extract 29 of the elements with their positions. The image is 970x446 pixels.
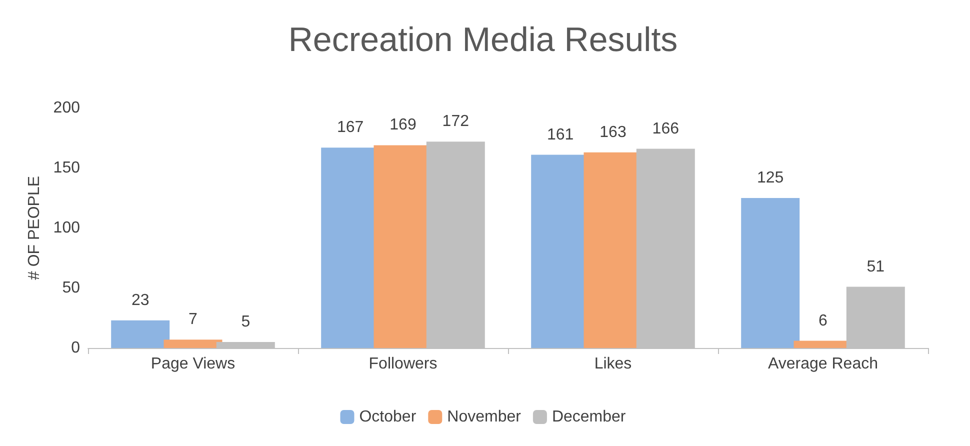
data-label: 166 bbox=[652, 120, 680, 138]
data-label: 51 bbox=[866, 258, 885, 276]
x-tick-label: Followers bbox=[368, 356, 438, 372]
legend-label: December bbox=[552, 408, 626, 426]
data-label: 161 bbox=[547, 126, 574, 144]
bar bbox=[164, 340, 222, 348]
data-label: 163 bbox=[600, 124, 626, 141]
x-tick-label: Average Reach bbox=[768, 356, 878, 372]
data-label: 5 bbox=[241, 314, 250, 330]
chart-title: Recreation Media Results bbox=[288, 21, 678, 59]
x-tick-label: Page Views bbox=[150, 356, 236, 372]
legend-label: November bbox=[447, 408, 522, 426]
y-tick-label: 200 bbox=[53, 100, 80, 116]
y-axis-title: # OF PEOPLE bbox=[26, 176, 43, 280]
y-tick-label: 150 bbox=[53, 160, 80, 176]
data-label: 167 bbox=[337, 119, 364, 136]
bar bbox=[111, 320, 170, 348]
data-label: 6 bbox=[818, 312, 828, 330]
y-tick-label: 100 bbox=[53, 220, 80, 236]
data-label: 125 bbox=[757, 170, 784, 186]
data-label: 23 bbox=[131, 292, 150, 309]
data-label: 169 bbox=[390, 116, 416, 134]
y-tick-label: 50 bbox=[62, 280, 80, 296]
y-tick-label: 0 bbox=[71, 340, 80, 356]
x-tick-label: Likes bbox=[594, 356, 632, 372]
bar bbox=[741, 198, 800, 348]
data-label: 172 bbox=[442, 113, 470, 130]
data-label: 7 bbox=[188, 311, 198, 328]
legend-label: October bbox=[359, 408, 417, 426]
